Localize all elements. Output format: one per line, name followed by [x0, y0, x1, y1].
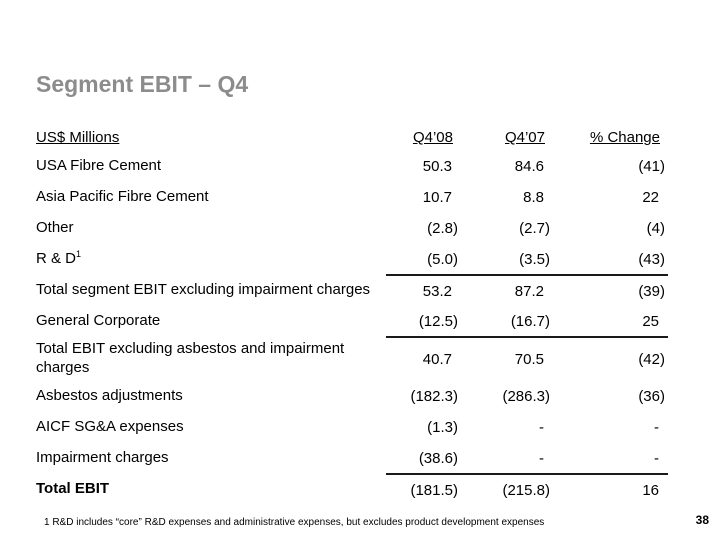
- table-row-impairment-charges: Impairment charges (38.6) - -: [36, 443, 668, 475]
- page-number: 38: [695, 513, 709, 527]
- column-header-q4-08: Q4’08: [412, 129, 453, 146]
- cell-q4-08: (1.3): [427, 419, 458, 436]
- cell-q4-08: 53.2: [422, 282, 452, 300]
- footnote-reference: 1: [76, 249, 82, 260]
- column-header-pct-change: % Change: [589, 129, 660, 146]
- cell-q4-07: (16.7): [461, 306, 553, 338]
- row-label: Asbestos adjustments: [36, 387, 183, 405]
- cell-q4-08: (38.6): [386, 443, 461, 475]
- cell-q4-08: (12.5): [386, 306, 461, 338]
- column-header-q4-07: Q4’07: [504, 129, 545, 146]
- cell-pct-change: (42): [638, 351, 665, 368]
- segment-ebit-table: US$ Millions Q4’08 Q4’07 % Change USA Fi…: [36, 114, 668, 505]
- table-row-r-and-d: R & D1 (5.0) (3.5) (43): [36, 244, 668, 276]
- cell-q4-07: 70.5: [514, 351, 544, 368]
- row-label: Asia Pacific Fibre Cement: [36, 188, 209, 206]
- cell-q4-08: (2.8): [427, 220, 458, 237]
- column-header-us-millions: US$ Millions: [36, 129, 120, 146]
- row-label: Total segment EBIT excluding impairment …: [36, 281, 371, 299]
- cell-pct-change: -: [654, 419, 659, 436]
- table-row-asbestos-adjustments: Asbestos adjustments (182.3) (286.3) (36…: [36, 381, 668, 412]
- table-row-total-ebit: Total EBIT (181.5) (215.8) 16: [36, 474, 668, 505]
- footnote: 1 R&D includes “core” R&D expenses and a…: [44, 517, 545, 528]
- cell-q4-07: (286.3): [502, 388, 550, 405]
- table-row-usa-fibre-cement: USA Fibre Cement 50.3 84.6 (41): [36, 151, 668, 182]
- table-row-total-segment-ebit: Total segment EBIT excluding impairment …: [36, 275, 668, 306]
- cell-q4-07: (3.5): [461, 244, 553, 276]
- cell-pct-change: (39): [638, 282, 665, 300]
- cell-pct-change: 22: [642, 189, 659, 206]
- cell-q4-08: (182.3): [410, 388, 458, 405]
- cell-pct-change: 25: [553, 306, 668, 338]
- row-label: R & D1: [36, 249, 82, 268]
- table-header-row: US$ Millions Q4’08 Q4’07 % Change: [36, 114, 668, 151]
- row-label: AICF SG&A expenses: [36, 418, 184, 436]
- cell-q4-08: (181.5): [410, 481, 458, 499]
- table-row-general-corporate: General Corporate (12.5) (16.7) 25: [36, 306, 668, 338]
- cell-q4-07: -: [539, 419, 544, 436]
- cell-q4-07: -: [461, 443, 553, 475]
- table-row-aicf-sga-expenses: AICF SG&A expenses (1.3) - -: [36, 412, 668, 443]
- row-label: Impairment charges: [36, 449, 169, 467]
- cell-pct-change: (41): [638, 158, 665, 175]
- cell-q4-07: 87.2: [514, 282, 544, 300]
- row-label: USA Fibre Cement: [36, 157, 162, 175]
- cell-pct-change: (36): [638, 388, 665, 405]
- table-row-other: Other (2.8) (2.7) (4): [36, 213, 668, 244]
- table-row-asia-pacific-fibre-cement: Asia Pacific Fibre Cement 10.7 8.8 22: [36, 182, 668, 213]
- cell-q4-08: 10.7: [422, 189, 452, 206]
- cell-q4-07: (215.8): [502, 481, 550, 499]
- cell-q4-08: (5.0): [386, 244, 461, 276]
- cell-q4-07: (2.7): [519, 220, 550, 237]
- cell-q4-07: 84.6: [514, 158, 544, 175]
- cell-pct-change: -: [553, 443, 668, 475]
- cell-q4-08: 40.7: [422, 351, 452, 368]
- row-label: Total EBIT excluding asbestos and impair…: [36, 340, 345, 376]
- row-label: General Corporate: [36, 312, 161, 330]
- slide-title: Segment EBIT – Q4: [36, 71, 249, 97]
- row-label: Total EBIT: [36, 480, 110, 498]
- cell-pct-change: (43): [553, 244, 668, 276]
- row-label: Other: [36, 219, 74, 237]
- table-row-total-ebit-excluding-asbestos: Total EBIT excluding asbestos and impair…: [36, 337, 668, 381]
- cell-q4-08: 50.3: [422, 158, 452, 175]
- cell-pct-change: 16: [642, 481, 659, 499]
- cell-pct-change: (4): [646, 220, 665, 237]
- cell-q4-07: 8.8: [523, 189, 544, 206]
